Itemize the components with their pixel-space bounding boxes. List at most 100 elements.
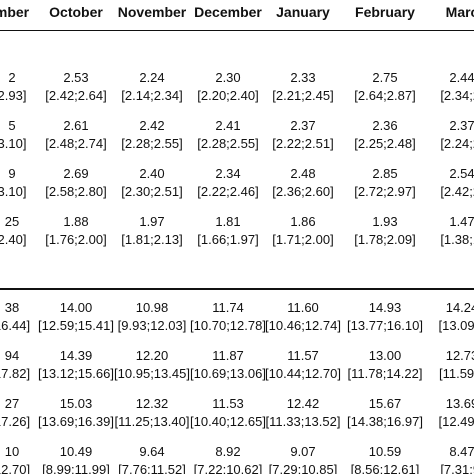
cell-interval: [1.38;1. bbox=[440, 232, 474, 247]
cell-interval: [2.20;2.40] bbox=[197, 88, 259, 103]
cell-interval: [2.58;2.80] bbox=[45, 184, 107, 199]
cell-interval: [2.72;2.97] bbox=[354, 184, 416, 199]
cell-interval: 12.70] bbox=[0, 462, 31, 474]
cell-interval: [2.21;2.45] bbox=[272, 88, 334, 103]
cell-interval: 2.93] bbox=[0, 88, 27, 103]
cell-value: 1.93 bbox=[372, 214, 398, 229]
cell-interval: [2.30;2.51] bbox=[121, 184, 183, 199]
cell-interval: [10.44;12.70] bbox=[265, 366, 341, 381]
cell-value: 14.93 bbox=[368, 300, 402, 315]
cell-value: 2.33 bbox=[290, 70, 316, 85]
cell-interval: [2.42;2. bbox=[440, 184, 474, 199]
cell-value: 10 bbox=[4, 444, 20, 459]
cell-value: 14.24 bbox=[445, 300, 474, 315]
cell-interval: [10.70;12.78] bbox=[190, 318, 266, 333]
cell-interval: [1.66;1.97] bbox=[197, 232, 259, 247]
cell-value: 9.64 bbox=[139, 444, 165, 459]
cell-value: 2.40 bbox=[139, 166, 165, 181]
cell-value: 38 bbox=[4, 300, 20, 315]
cell-value: 13.00 bbox=[368, 348, 402, 363]
cell-interval: [13.77;16.10] bbox=[347, 318, 423, 333]
cell-interval: [10.69;13.06] bbox=[190, 366, 266, 381]
cell-value: 2.85 bbox=[372, 166, 398, 181]
cell-interval: 17.82] bbox=[0, 366, 31, 381]
cell-value: 9.07 bbox=[290, 444, 316, 459]
column-header: November bbox=[117, 4, 187, 20]
cell-interval: [2.42;2.64] bbox=[45, 88, 107, 103]
cell-interval: [1.76;2.00] bbox=[45, 232, 107, 247]
cell-interval: [10.46;12.74] bbox=[265, 318, 341, 333]
cell-interval: [13.09;1 bbox=[438, 318, 474, 333]
cell-value: 1.86 bbox=[290, 214, 316, 229]
cell-interval: 3.10] bbox=[0, 136, 27, 151]
cell-interval: 17.26] bbox=[0, 414, 31, 429]
cell-value: 12.42 bbox=[286, 396, 320, 411]
cell-interval: [2.28;2.55] bbox=[121, 136, 183, 151]
cell-value: 2.69 bbox=[63, 166, 89, 181]
cell-value: 10.49 bbox=[59, 444, 93, 459]
cell-interval: [2.14;2.34] bbox=[121, 88, 183, 103]
cell-value: 1.81 bbox=[215, 214, 241, 229]
cell-interval: [1.81;2.13] bbox=[121, 232, 183, 247]
cell-interval: [2.34;2. bbox=[440, 88, 474, 103]
section-divider-rule bbox=[0, 288, 474, 290]
cell-interval: [2.22;2.51] bbox=[272, 136, 334, 151]
cell-value: 12.32 bbox=[135, 396, 169, 411]
cell-interval: [1.78;2.09] bbox=[354, 232, 416, 247]
cell-interval: [11.25;13.40] bbox=[114, 414, 190, 429]
cell-value: 10.59 bbox=[368, 444, 402, 459]
cell-interval: [2.48;2.74] bbox=[45, 136, 107, 151]
cell-interval: [2.24;2. bbox=[440, 136, 474, 151]
column-header: February bbox=[355, 4, 415, 20]
cell-value: 27 bbox=[4, 396, 20, 411]
cell-value: 11.57 bbox=[287, 348, 319, 363]
cell-value: 2.61 bbox=[63, 118, 89, 133]
cell-value: 94 bbox=[4, 348, 20, 363]
cell-value: 10.98 bbox=[135, 300, 169, 315]
column-header: mber bbox=[0, 4, 30, 20]
cell-value: 1.47 bbox=[449, 214, 474, 229]
cell-interval: [1.71;2.00] bbox=[272, 232, 334, 247]
cell-value: 2.24 bbox=[139, 70, 165, 85]
cell-interval: [12.49;1 bbox=[438, 414, 474, 429]
cell-value: 2 bbox=[8, 70, 16, 85]
cell-interval: [11.78;14.22] bbox=[347, 366, 423, 381]
column-header: October bbox=[49, 4, 103, 20]
cell-interval: [2.28;2.55] bbox=[197, 136, 259, 151]
column-header: Marc bbox=[445, 4, 474, 20]
cell-interval: [8.56;12.61] bbox=[350, 462, 420, 474]
cell-value: 2.36 bbox=[372, 118, 398, 133]
cell-interval: [7.76;11.52] bbox=[118, 462, 186, 474]
cell-value: 9 bbox=[8, 166, 16, 181]
cell-interval: [11.33;13.52] bbox=[265, 414, 341, 429]
cell-interval: 16.44] bbox=[0, 318, 31, 333]
cell-interval: [7.29;10.85] bbox=[268, 462, 338, 474]
cell-value: 11.74 bbox=[212, 300, 244, 315]
cell-interval: 3.10] bbox=[0, 184, 27, 199]
cell-value: 2.37 bbox=[290, 118, 316, 133]
cell-value: 14.39 bbox=[59, 348, 93, 363]
cell-interval: [13.69;16.39] bbox=[38, 414, 114, 429]
cell-value: 13.69 bbox=[445, 396, 474, 411]
cell-interval: [2.64;2.87] bbox=[354, 88, 416, 103]
cell-value: 12.20 bbox=[135, 348, 169, 363]
cell-value: 11.87 bbox=[212, 348, 244, 363]
cell-value: 2.34 bbox=[215, 166, 241, 181]
cell-value: 11.60 bbox=[287, 300, 319, 315]
cell-interval: [8.99;11.99] bbox=[42, 462, 110, 474]
cell-value: 2.41 bbox=[215, 118, 241, 133]
cell-value: 1.97 bbox=[139, 214, 165, 229]
cell-interval: [2.22;2.46] bbox=[197, 184, 259, 199]
cell-interval: [7.31;9. bbox=[440, 462, 474, 474]
cell-interval: [2.36;2.60] bbox=[272, 184, 334, 199]
cell-interval: [10.40;12.65] bbox=[190, 414, 266, 429]
cell-value: 2.54 bbox=[449, 166, 474, 181]
cell-value: 8.92 bbox=[215, 444, 241, 459]
cell-value: 2.30 bbox=[215, 70, 241, 85]
cell-interval: [13.12;15.66] bbox=[38, 366, 114, 381]
cell-value: 2.44 bbox=[449, 70, 474, 85]
cell-interval: [10.95;13.45] bbox=[114, 366, 190, 381]
column-header: December bbox=[194, 4, 262, 20]
cell-interval: 2.40] bbox=[0, 232, 27, 247]
